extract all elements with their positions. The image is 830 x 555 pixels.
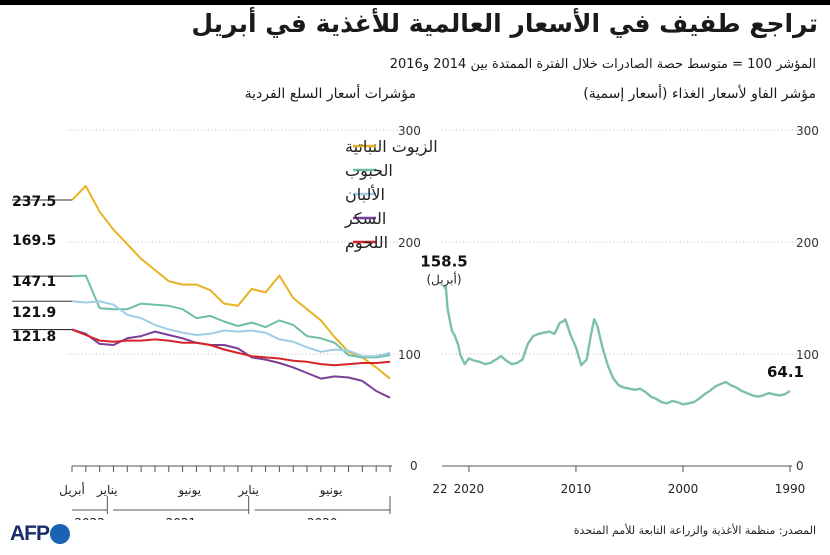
end-value-label-meat: 121.8 bbox=[12, 329, 56, 345]
series-line-cereals bbox=[71, 274, 391, 359]
fao-x-edge-label: 22 bbox=[432, 482, 447, 496]
end-value-label-dairy: 147.1 bbox=[12, 274, 56, 290]
source-note: المصدر: منظمة الأغذية والزراعة التابعة ل… bbox=[573, 524, 816, 537]
series-line-vegetable_oils bbox=[71, 185, 391, 380]
legend-label-sugar: السكر bbox=[344, 209, 386, 229]
commodity-year-label: 2020 bbox=[307, 516, 338, 520]
commodity-y-tick-label: 200 bbox=[398, 236, 421, 250]
fao-start-value-label: 64.1 bbox=[767, 363, 804, 381]
commodity-x-month-label: أبريل bbox=[59, 482, 85, 498]
legend-label-meat: اللحوم bbox=[345, 233, 388, 253]
commodity-y-tick-label: 100 bbox=[398, 348, 421, 362]
fao-end-value-label: 158.5 bbox=[420, 252, 467, 270]
series-line-sugar bbox=[71, 328, 391, 399]
charts-canvas: 1002003000199020002010202022158.5(أبريل)… bbox=[12, 124, 819, 520]
fao-x-tick-label: 2020 bbox=[454, 482, 485, 496]
end-value-label-cereals: 169.5 bbox=[12, 233, 56, 249]
afp-logo-text: AFP bbox=[10, 522, 50, 545]
commodity-x-month-label: يناير bbox=[237, 483, 259, 498]
top-bar bbox=[0, 0, 830, 5]
commodity-y-tick-label: 0 bbox=[410, 459, 418, 473]
fao-index-line bbox=[443, 285, 791, 406]
fao-y-tick-label: 0 bbox=[796, 459, 804, 473]
fao-y-tick-label: 200 bbox=[796, 236, 819, 250]
fao-x-tick-label: 1990 bbox=[775, 482, 806, 496]
fao-chart-title: مؤشر الفاو لأسعار الغذاء (أسعار إسمية) bbox=[583, 86, 816, 102]
afp-logo: AFP bbox=[10, 522, 70, 546]
commodity-x-month-label: يونيو bbox=[319, 483, 343, 498]
end-value-label-sugar: 121.9 bbox=[12, 305, 56, 321]
commodity-y-tick-label: 300 bbox=[398, 124, 421, 138]
commodity-x-month-label: يونيو bbox=[177, 483, 201, 498]
fao-x-tick-label: 2010 bbox=[561, 482, 592, 496]
legend-label-dairy: الألبان bbox=[345, 184, 385, 204]
end-value-label-vegetable_oils: 237.5 bbox=[12, 194, 56, 210]
series-line-dairy bbox=[71, 300, 391, 358]
series-line-meat bbox=[71, 328, 391, 367]
commodity-x-month-label: يناير bbox=[96, 483, 118, 498]
fao-y-tick-label: 300 bbox=[796, 124, 819, 138]
fao-end-month-label: (أبريل) bbox=[426, 271, 461, 287]
legend-label-cereals: الحبوب bbox=[345, 161, 393, 181]
fao-y-tick-label: 100 bbox=[796, 348, 819, 362]
page-title: تراجع طفيف في الأسعار العالمية للأغذية ف… bbox=[191, 9, 818, 38]
commodities-chart-title: مؤشرات أسعار السلع الفردية bbox=[244, 86, 416, 102]
commodity-year-label: 2021 bbox=[166, 516, 197, 520]
page-subtitle: المؤشر 100 = متوسط حصة الصادرات خلال الف… bbox=[389, 57, 816, 72]
afp-logo-dot-icon bbox=[50, 524, 70, 544]
fao-x-tick-label: 2000 bbox=[668, 482, 699, 496]
legend-label-vegetable_oils: الزيوت النباتية bbox=[345, 137, 438, 157]
